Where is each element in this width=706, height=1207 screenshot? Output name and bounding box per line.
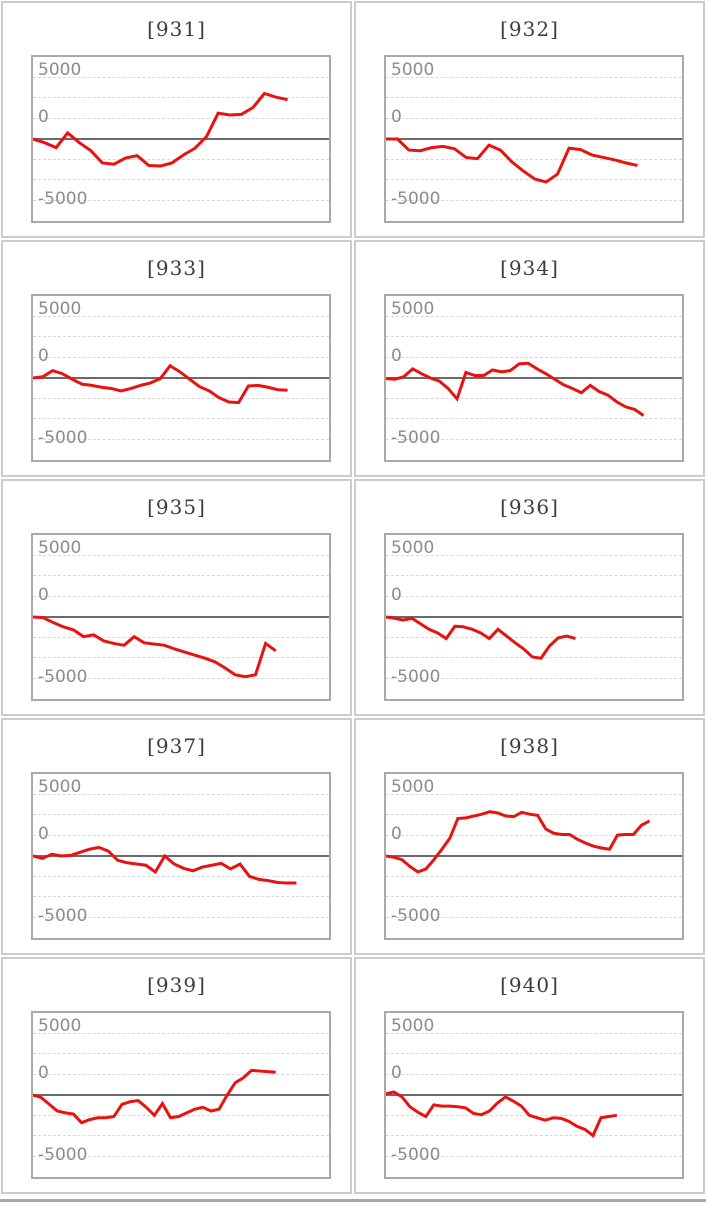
chart-cell-937: [937] 5000 0 -5000 <box>1 718 352 955</box>
chart-cell-936: [936] 5000 0 -5000 <box>354 479 705 716</box>
y-axis-label-minus-5000: -5000 <box>391 667 441 687</box>
plot-area: 5000 0 -5000 <box>31 55 331 223</box>
y-axis-label-0: 0 <box>38 824 49 844</box>
y-axis-label-0: 0 <box>38 346 49 366</box>
chart-cell-939: [939] 5000 0 -5000 <box>1 957 352 1194</box>
chart-title: [937] <box>147 734 206 758</box>
y-axis-label-minus-5000: -5000 <box>391 906 441 926</box>
plot-area: 5000 0 -5000 <box>384 1011 684 1179</box>
chart-cell-933: [933] 5000 0 -5000 <box>1 240 352 477</box>
chart-title: [938] <box>500 734 559 758</box>
series-polyline <box>386 1092 617 1136</box>
y-axis-label-5000: 5000 <box>38 1016 82 1036</box>
y-axis-label-5000: 5000 <box>38 60 82 80</box>
series-polyline <box>386 363 644 415</box>
chart-cell-940: [940] 5000 0 -5000 <box>354 957 705 1194</box>
chart-title: [934] <box>500 256 559 280</box>
chart-cell-932: [932] 5000 0 -5000 <box>354 1 705 238</box>
y-axis-label-minus-5000: -5000 <box>38 428 88 448</box>
y-axis-label-5000: 5000 <box>38 299 82 319</box>
y-axis-label-0: 0 <box>391 824 402 844</box>
y-axis-label-5000: 5000 <box>391 299 435 319</box>
y-axis-label-5000: 5000 <box>391 60 435 80</box>
y-axis-label-minus-5000: -5000 <box>38 189 88 209</box>
y-axis-label-5000: 5000 <box>391 538 435 558</box>
line-series <box>386 57 682 221</box>
series-polyline <box>33 617 276 677</box>
y-axis-label-5000: 5000 <box>391 777 435 797</box>
chart-cell-934: [934] 5000 0 -5000 <box>354 240 705 477</box>
y-axis-label-5000: 5000 <box>391 1016 435 1036</box>
chart-cell-935: [935] 5000 0 -5000 <box>1 479 352 716</box>
plot-area: 5000 0 -5000 <box>31 772 331 940</box>
y-axis-label-0: 0 <box>391 107 402 127</box>
y-axis-label-minus-5000: -5000 <box>38 906 88 926</box>
chart-title: [940] <box>500 973 559 997</box>
line-series <box>33 535 329 699</box>
series-polyline <box>386 617 575 658</box>
plot-area: 5000 0 -5000 <box>31 294 331 462</box>
y-axis-label-0: 0 <box>38 1063 49 1083</box>
next-row-top-border <box>0 1199 706 1202</box>
chart-title: [935] <box>147 495 206 519</box>
series-polyline <box>386 139 638 182</box>
plot-area: 5000 0 -5000 <box>384 533 684 701</box>
plot-area: 5000 0 -5000 <box>31 1011 331 1179</box>
chart-title: [931] <box>147 17 206 41</box>
y-axis-label-0: 0 <box>391 1063 402 1083</box>
y-axis-label-0: 0 <box>38 585 49 605</box>
series-polyline <box>33 1070 276 1122</box>
plot-area: 5000 0 -5000 <box>384 55 684 223</box>
y-axis-label-minus-5000: -5000 <box>391 189 441 209</box>
plot-area: 5000 0 -5000 <box>384 294 684 462</box>
chart-title: [939] <box>147 973 206 997</box>
plot-area: 5000 0 -5000 <box>384 772 684 940</box>
y-axis-label-0: 0 <box>38 107 49 127</box>
series-polyline <box>33 93 288 166</box>
y-axis-label-minus-5000: -5000 <box>38 1145 88 1165</box>
chart-title: [936] <box>500 495 559 519</box>
y-axis-label-minus-5000: -5000 <box>38 667 88 687</box>
line-series <box>386 535 682 699</box>
chart-cell-931: [931] 5000 0 -5000 <box>1 1 352 238</box>
series-polyline <box>33 366 288 403</box>
chart-title: [932] <box>500 17 559 41</box>
series-polyline <box>386 812 649 872</box>
y-axis-label-minus-5000: -5000 <box>391 428 441 448</box>
y-axis-label-minus-5000: -5000 <box>391 1145 441 1165</box>
chart-title: [933] <box>147 256 206 280</box>
chart-cell-938: [938] 5000 0 -5000 <box>354 718 705 955</box>
series-polyline <box>33 847 296 883</box>
plot-area: 5000 0 -5000 <box>31 533 331 701</box>
y-axis-label-0: 0 <box>391 346 402 366</box>
line-series <box>386 1013 682 1177</box>
y-axis-label-5000: 5000 <box>38 538 82 558</box>
y-axis-label-5000: 5000 <box>38 777 82 797</box>
y-axis-label-0: 0 <box>391 585 402 605</box>
